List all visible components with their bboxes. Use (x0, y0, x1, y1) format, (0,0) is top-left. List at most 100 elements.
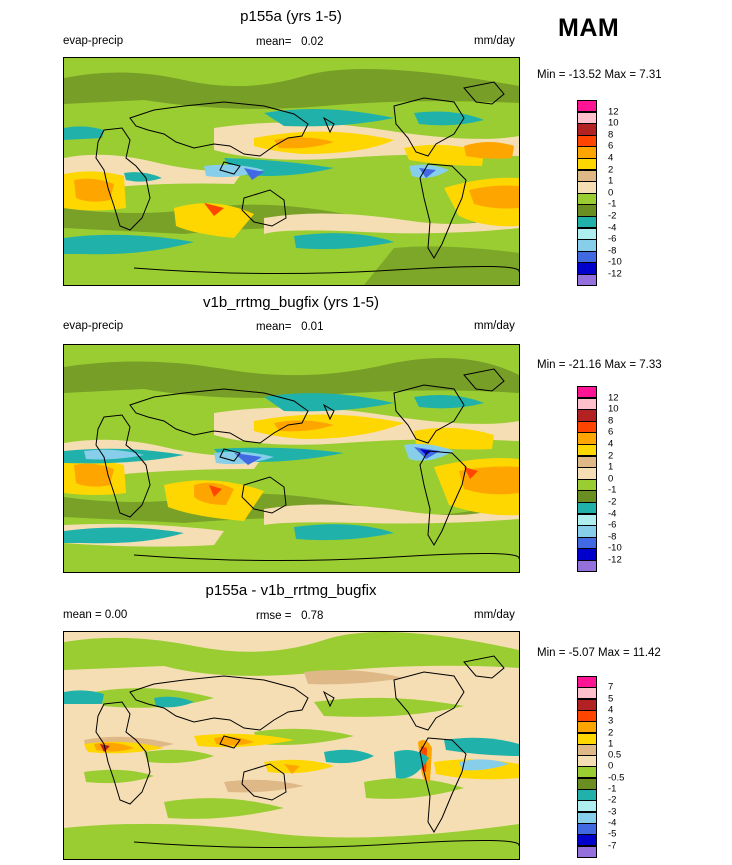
colorbar-swatch (577, 169, 597, 182)
panel1-mean-label: mean= (256, 36, 292, 48)
colorbar-tick-label: -6 (608, 233, 617, 245)
panel1-title: p155a (yrs 1-5) (240, 8, 342, 25)
colorbar-tick-label: 5 (608, 693, 614, 705)
colorbar-swatch (577, 250, 597, 264)
colorbar-swatch (577, 478, 597, 492)
colorbar-tick-label: -2 (608, 794, 617, 806)
panel3-colorbar (577, 676, 599, 858)
colorbar-swatch (577, 548, 597, 561)
panel3-rmse-label: rmse = (256, 610, 292, 622)
colorbar-swatch (577, 432, 597, 445)
colorbar-swatch (577, 397, 597, 410)
colorbar-swatch (577, 467, 597, 480)
panel2-minmax: Min = -21.16 Max = 7.33 (537, 359, 662, 371)
panel1-units: mm/day (474, 35, 515, 47)
colorbar-swatch (577, 513, 597, 526)
panel1-mean-value: 0.02 (301, 36, 324, 48)
colorbar-tick-label: 2 (608, 450, 614, 462)
colorbar-tick-label: 1 (608, 738, 614, 750)
colorbar-tick-label: -8 (608, 245, 617, 257)
panel1-map (63, 57, 520, 286)
colorbar-swatch (577, 822, 597, 835)
colorbar-swatch (577, 732, 597, 745)
colorbar-swatch (577, 409, 597, 422)
colorbar-tick-label: 4 (608, 152, 614, 164)
colorbar-tick-label: 8 (608, 415, 614, 427)
colorbar-swatch (577, 192, 597, 206)
colorbar-tick-label: 0.5 (608, 749, 622, 761)
panel2-mean: mean= 0.01 (256, 321, 323, 333)
panel2-title: v1b_rrtmg_bugfix (yrs 1-5) (203, 294, 379, 311)
colorbar-swatch (577, 800, 597, 813)
colorbar-swatch (577, 676, 597, 689)
colorbar-swatch (577, 111, 597, 124)
colorbar-swatch (577, 158, 597, 171)
colorbar-tick-label: 0 (608, 473, 614, 485)
panel1-variable-label: evap-precip (63, 35, 124, 47)
colorbar-tick-label: 2 (608, 164, 614, 176)
panel1-minmax: Min = -13.52 Max = 7.31 (537, 69, 662, 81)
colorbar-tick-label: 8 (608, 129, 614, 141)
colorbar-swatch (577, 698, 597, 711)
panel2-variable-label: evap-precip (63, 320, 124, 332)
panel3-mean: mean = 0.00 (63, 609, 128, 621)
panel1-colorbar (577, 100, 599, 287)
colorbar-swatch (577, 709, 597, 722)
colorbar-swatch (577, 123, 597, 136)
colorbar-tick-label: 6 (608, 140, 614, 152)
colorbar-tick-label: 6 (608, 426, 614, 438)
colorbar-swatch (577, 777, 597, 790)
colorbar-swatch (577, 227, 597, 240)
colorbar-swatch (577, 834, 597, 847)
panel2-colorbar (577, 386, 599, 573)
colorbar-swatch (577, 525, 597, 538)
colorbar-tick-label: -4 (608, 508, 617, 520)
colorbar-swatch (577, 755, 597, 768)
colorbar-tick-label: -10 (608, 256, 622, 268)
colorbar-tick-label: 4 (608, 704, 614, 716)
colorbar-tick-label: -4 (608, 222, 617, 234)
colorbar-swatch (577, 560, 597, 573)
colorbar-swatch (577, 845, 597, 858)
colorbar-swatch (577, 216, 597, 229)
colorbar-swatch (577, 239, 597, 252)
colorbar-tick-label: 10 (608, 403, 619, 415)
colorbar-tick-label: -12 (608, 554, 622, 566)
panel3-rmse-value: 0.78 (301, 610, 324, 622)
colorbar-tick-label: -1 (608, 783, 617, 795)
panel3-units: mm/day (474, 609, 515, 621)
colorbar-swatch (577, 789, 597, 802)
colorbar-swatch (577, 274, 597, 287)
colorbar-tick-label: -2 (608, 496, 617, 508)
colorbar-tick-label: -1 (608, 198, 617, 210)
colorbar-tick-label: -0.5 (608, 772, 625, 784)
colorbar-swatch (577, 536, 597, 550)
colorbar-tick-label: 2 (608, 727, 614, 738)
colorbar-tick-label: 10 (608, 117, 619, 129)
panel2-units: mm/day (474, 320, 515, 332)
panel2-mean-label: mean= (256, 321, 292, 333)
colorbar-swatch (577, 743, 597, 756)
panel2-mean-value: 0.01 (301, 321, 324, 333)
colorbar-swatch (577, 687, 597, 700)
colorbar-swatch (577, 490, 597, 503)
colorbar-tick-label: 4 (608, 438, 614, 450)
colorbar-tick-label: -5 (608, 828, 617, 840)
colorbar-swatch (577, 455, 597, 468)
panel1-mean: mean= 0.02 (256, 36, 323, 48)
colorbar-tick-label: 12 (608, 392, 619, 404)
panel2-map (63, 344, 520, 573)
season-label: MAM (558, 14, 620, 42)
colorbar-tick-label: 1 (608, 175, 614, 187)
colorbar-tick-label: -12 (608, 268, 622, 280)
panel3-minmax: Min = -5.07 Max = 11.42 (537, 647, 661, 659)
colorbar-tick-label: -2 (608, 210, 617, 222)
colorbar-swatch (577, 386, 597, 399)
colorbar-swatch (577, 134, 597, 148)
panel3-map (63, 631, 520, 860)
colorbar-tick-label: 7 (608, 681, 614, 693)
colorbar-swatch (577, 100, 597, 113)
colorbar-swatch (577, 181, 597, 194)
colorbar-swatch (577, 204, 597, 217)
panel3-title: p155a - v1b_rrtmg_bugfix (205, 582, 377, 599)
